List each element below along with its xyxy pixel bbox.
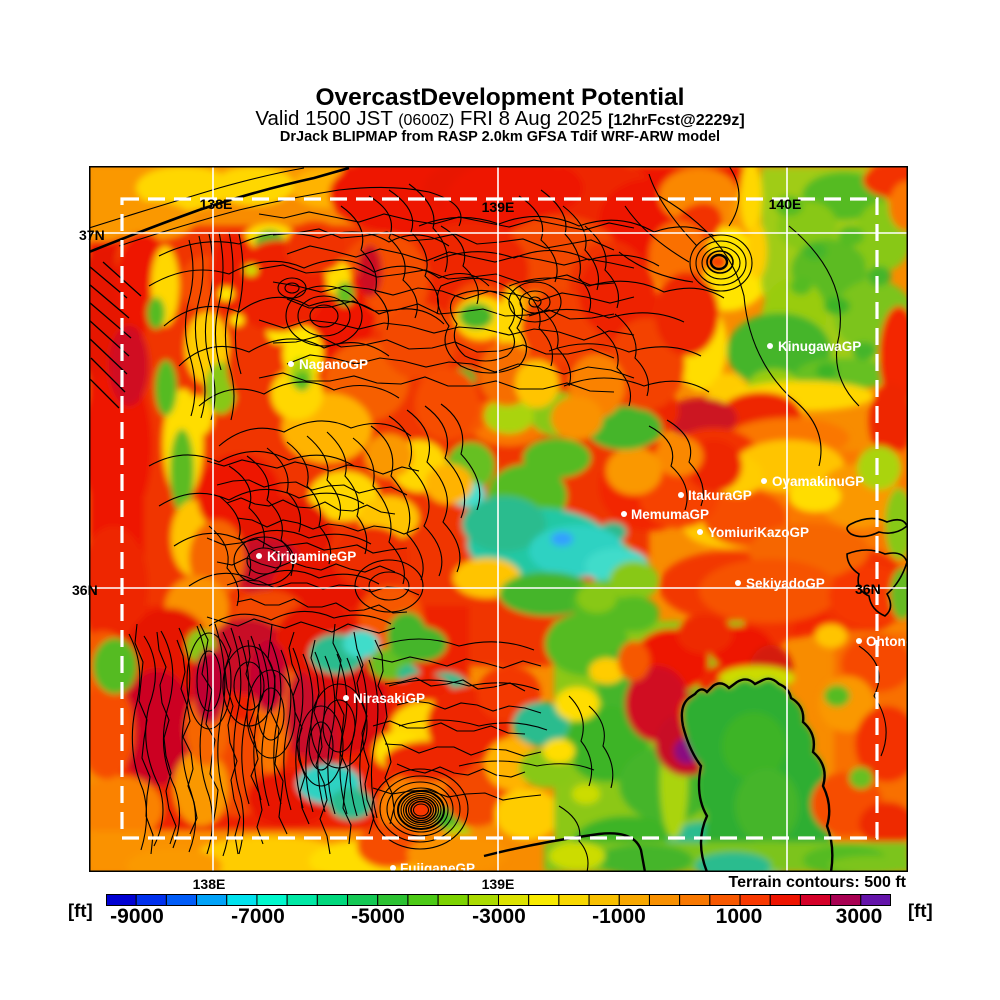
svg-text:OyamakinuGP: OyamakinuGP [772,474,864,489]
svg-text:KinugawaGP: KinugawaGP [778,339,861,354]
svg-text:ItakuraGP: ItakuraGP [688,488,752,503]
svg-text:YomiuriKazoGP: YomiuriKazoGP [708,525,809,540]
svg-text:NirasakiGP: NirasakiGP [353,691,425,706]
svg-text:SekiyadoGP: SekiyadoGP [746,576,825,591]
svg-text:140E: 140E [769,196,802,212]
svg-text:OhtoneGP: OhtoneGP [866,634,908,649]
svg-text:139E: 139E [482,199,515,215]
svg-text:MemumaGP: MemumaGP [631,507,709,522]
svg-text:138E: 138E [200,196,233,212]
svg-text:FujiganeGP: FujiganeGP [400,861,475,872]
svg-text:NaganoGP: NaganoGP [299,357,368,372]
svg-text:KirigamineGP: KirigamineGP [267,549,356,564]
